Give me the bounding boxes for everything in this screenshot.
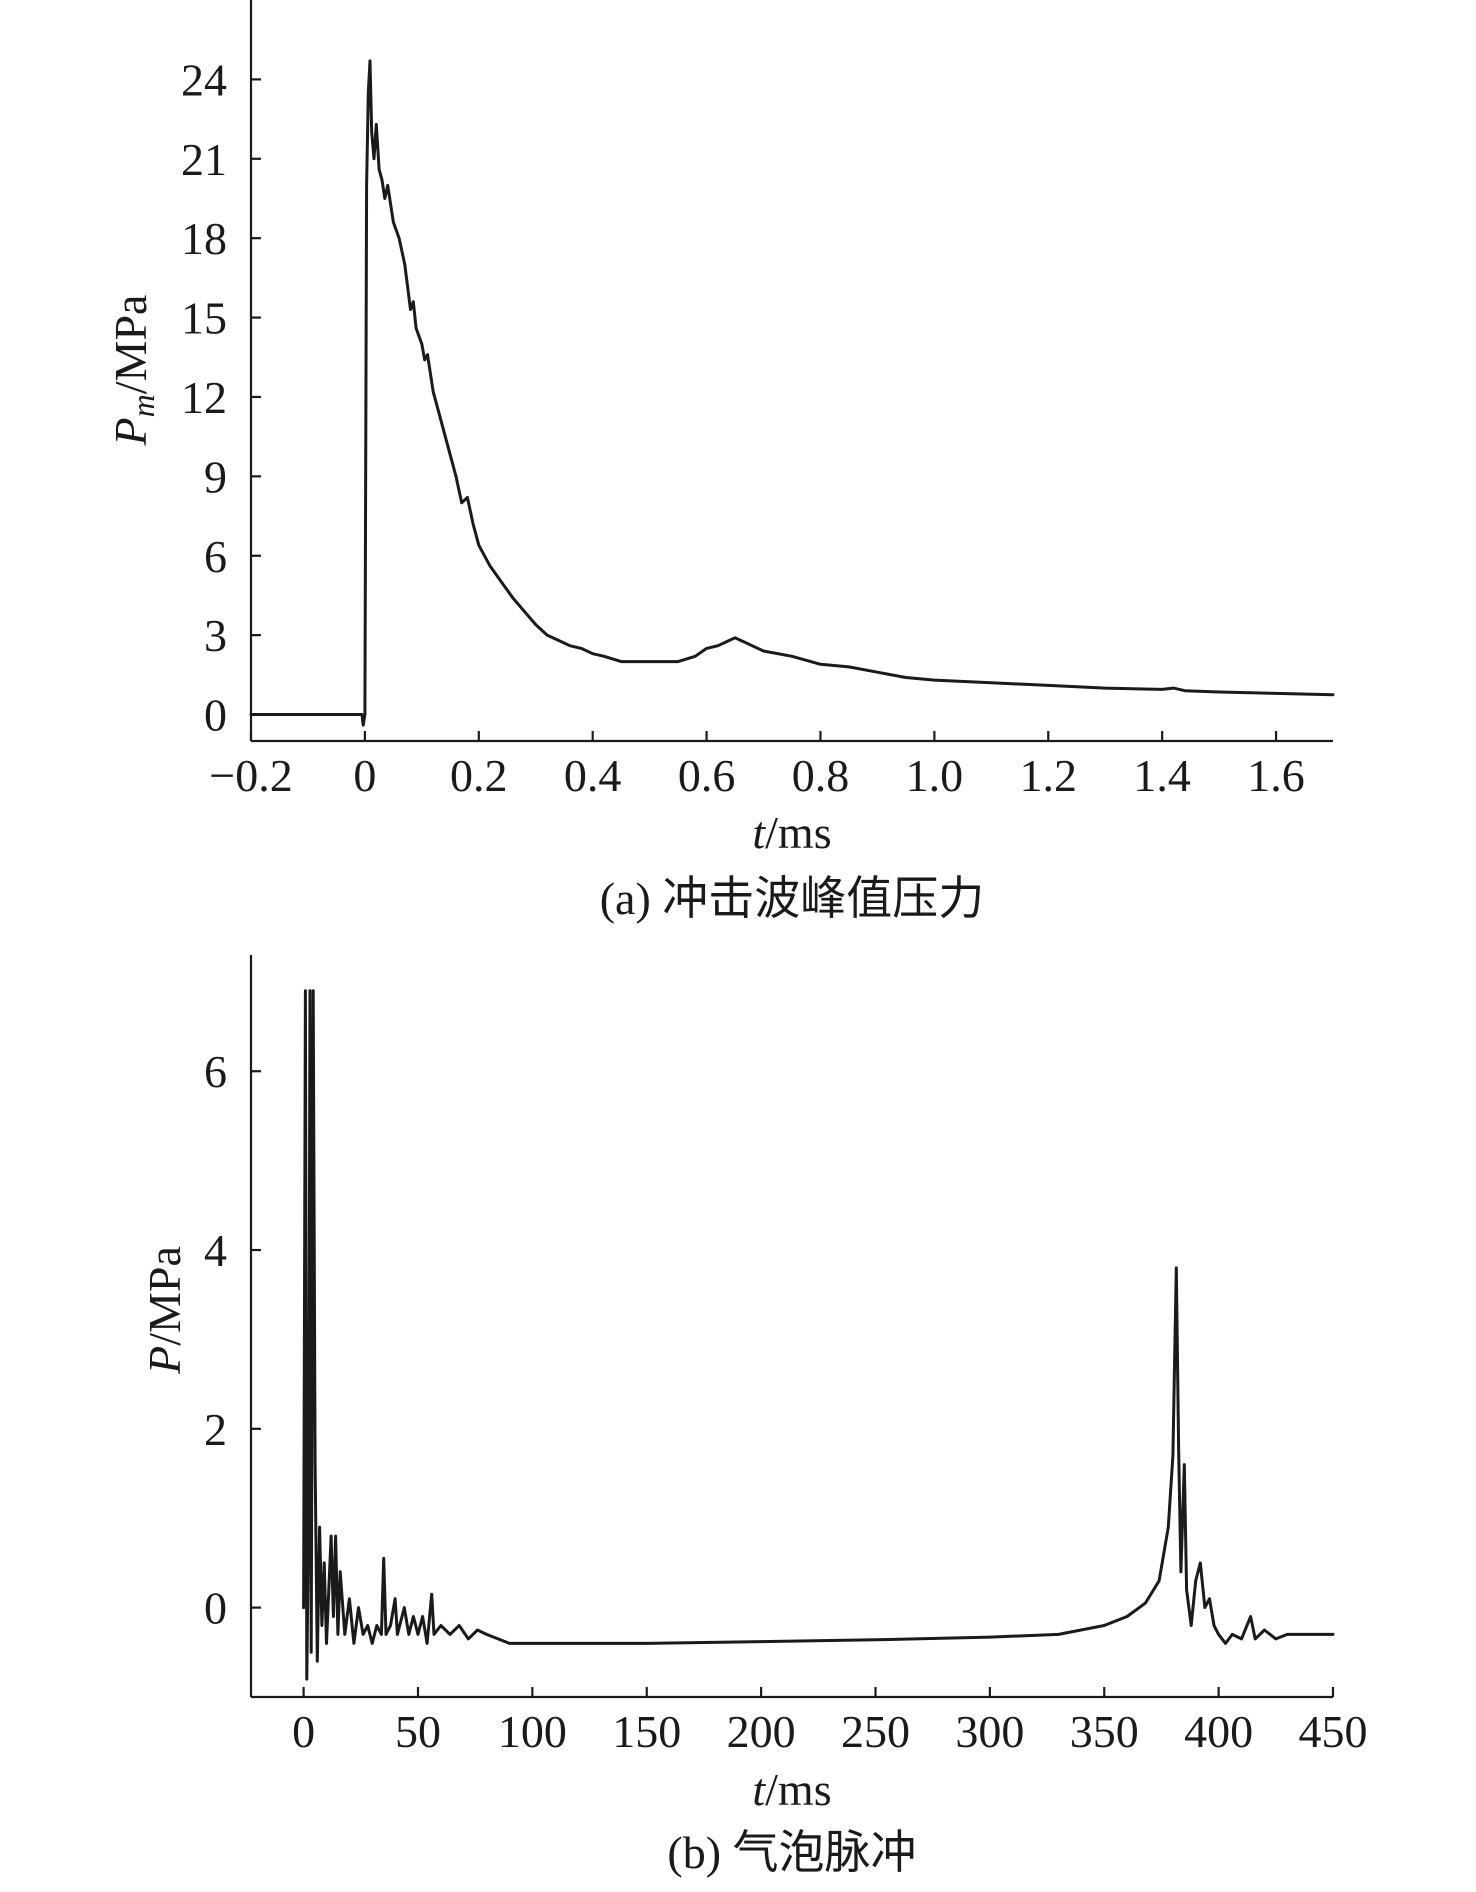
chart-a-y-tick-label: 15 [181,293,227,344]
chart-a-y-tick-label: 6 [204,531,227,582]
chart-a-y-ticks: 0 3 6 9 12 15 18 21 24 [181,54,261,741]
chart-a-y-tick-label: 21 [181,134,227,185]
chart-b-x-tick-label: 350 [1070,1706,1139,1757]
chart-b-x-tick-label: 0 [292,1706,315,1757]
chart-b-y-tick-label: 4 [204,1225,227,1276]
chart-a-y-axis-unit: /MPa [105,295,156,395]
chart-a-x-axis-unit: /ms [765,807,831,858]
chart-a-x-tick-label: 0.8 [792,750,850,801]
chart-a-series-line [249,59,1335,727]
chart-b-x-tick-label: 150 [612,1706,681,1757]
chart-a-y-tick-label: 3 [204,610,227,661]
chart-b-y-tick-label: 2 [204,1404,227,1455]
chart-b-x-ticks: 0 50 100 150 200 250 300 350 400 450 [292,1687,1368,1757]
chart-b-x-tick-label: 400 [1184,1706,1253,1757]
chart-b-x-tick-label: 300 [955,1706,1024,1757]
chart-a-y-tick-label: 0 [204,690,227,741]
chart-b-y-axis-unit: /MPa [139,1246,190,1346]
chart-b-y-tick-label: 0 [204,1583,227,1634]
chart-a-caption: (a) 冲击波峰值压力 [600,873,985,924]
chart-a-x-tick-label: 0.2 [450,750,508,801]
chart-a-x-axis-symbol: t [752,807,766,858]
chart-a-x-tick-label: 0.4 [564,750,622,801]
chart-a-y-tick-label: 18 [181,213,227,264]
chart-a-x-tick-label: 1.4 [1133,750,1191,801]
chart-b-y-axis-label: P/MPa [139,1246,190,1375]
chart-a-x-tick-label: −0.2 [209,750,292,801]
chart-a-y-axis-subscript: m [125,394,161,417]
chart-b-y-axis-symbol: P [139,1346,190,1375]
chart-a-x-ticks: −0.2 0 0.2 0.4 0.6 0.8 1.0 1.2 1.4 1.6 [209,731,1305,801]
chart-a-x-tick-label: 1.0 [906,750,964,801]
chart-b-x-axis-unit: /ms [765,1764,831,1815]
chart-a-y-tick-label: 24 [181,54,227,105]
chart-b-y-tick-label: 6 [204,1046,227,1097]
chart-a-x-tick-label: 1.2 [1020,750,1078,801]
chart-a-x-tick-label: 1.6 [1247,750,1305,801]
chart-a-x-axis-label: t/ms [752,807,831,858]
chart-a-y-tick-label: 12 [181,372,227,423]
chart-b-x-tick-label: 200 [727,1706,796,1757]
chart-b-x-tick-label: 250 [841,1706,910,1757]
chart-a-x-tick-label: 0 [353,750,376,801]
chart-b-x-axis-symbol: t [752,1764,766,1815]
chart-b-x-tick-label: 100 [498,1706,567,1757]
chart-a: −0.2 0 0.2 0.4 0.6 0.8 1.0 1.2 1.4 1.6 0 3 6 9 12 15 18… [105,0,1335,924]
chart-b-x-axis-label: t/ms [752,1764,831,1815]
chart-b-x-tick-label: 50 [395,1706,441,1757]
chart-a-y-axis-symbol: P [105,417,156,446]
chart-b-series-line [302,989,1335,1681]
chart-a-y-tick-label: 9 [204,451,227,502]
chart-b-caption: (b) 气泡脉冲 [667,1827,916,1878]
chart-a-y-axis-label: Pm/MPa [105,295,161,447]
chart-a-x-tick-label: 0.6 [678,750,736,801]
chart-b-y-ticks: 0 2 4 6 [204,1046,261,1634]
chart-b-x-tick-label: 450 [1299,1706,1368,1757]
